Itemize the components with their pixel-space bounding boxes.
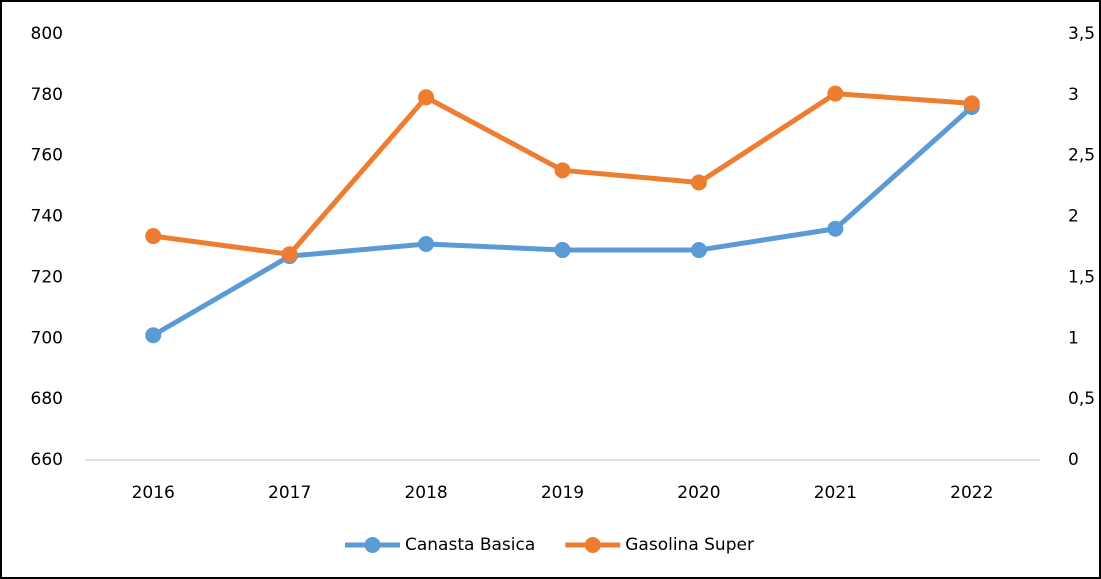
series-marker — [418, 89, 435, 106]
x-tick-label: 2022 — [950, 483, 993, 503]
y-tick-label: 680 — [31, 389, 63, 409]
x-tick-label: 2020 — [677, 483, 720, 503]
legend-marker — [584, 537, 601, 553]
series-marker — [963, 95, 980, 112]
y2-tick-label: 3 — [1068, 85, 1079, 105]
y-tick-label: 740 — [31, 207, 63, 227]
x-tick-label: 2016 — [132, 483, 175, 503]
y-tick-label: 700 — [31, 328, 63, 348]
series-marker — [827, 220, 844, 237]
y-tick-label: 720 — [31, 267, 63, 287]
series-marker — [554, 242, 571, 259]
x-tick-label: 2017 — [268, 483, 311, 503]
y-tick-label: 760 — [31, 146, 63, 166]
x-tick-label: 2018 — [404, 483, 447, 503]
x-tick-label: 2021 — [814, 483, 857, 503]
y2-tick-label: 2 — [1068, 207, 1079, 227]
y2-tick-label: 3,5 — [1068, 24, 1095, 44]
y-tick-label: 800 — [31, 24, 63, 44]
series-marker — [418, 235, 435, 252]
y2-tick-label: 1 — [1068, 328, 1079, 348]
series-marker — [281, 246, 298, 263]
y-tick-label: 660 — [31, 450, 63, 470]
series-marker — [145, 228, 162, 245]
y-tick-label: 780 — [31, 85, 63, 105]
series-marker — [690, 174, 707, 191]
series-marker — [145, 327, 162, 344]
y2-tick-label: 0,5 — [1068, 389, 1095, 409]
y2-tick-label: 0 — [1068, 450, 1079, 470]
legend-marker — [364, 537, 381, 553]
legend-label: Canasta Basica — [405, 535, 535, 555]
series-marker — [690, 242, 707, 259]
series-marker — [827, 85, 844, 102]
x-tick-label: 2019 — [541, 483, 584, 503]
series-marker — [554, 162, 571, 179]
y2-tick-label: 1,5 — [1068, 267, 1095, 287]
y2-tick-label: 2,5 — [1068, 146, 1095, 166]
legend-label: Gasolina Super — [625, 535, 754, 555]
